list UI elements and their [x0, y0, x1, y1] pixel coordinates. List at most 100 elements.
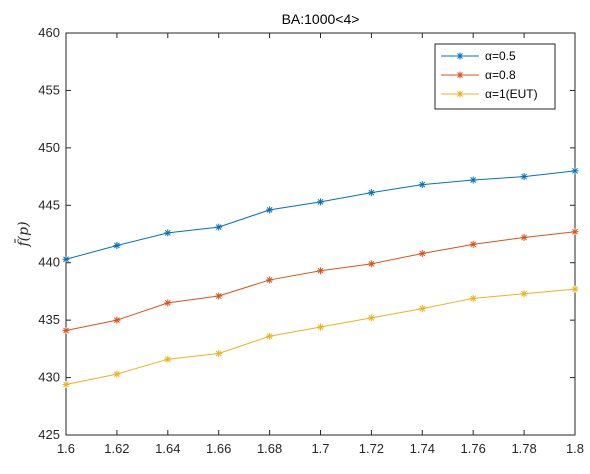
- marker-stroke: [63, 256, 69, 263]
- marker-stroke: [572, 228, 578, 235]
- marker-stroke: [572, 286, 578, 293]
- legend-label: α=0.8: [485, 68, 516, 82]
- series-layer: [62, 167, 579, 388]
- data-point-series-3: [266, 332, 274, 340]
- marker-stroke: [164, 356, 171, 363]
- data-point-series-1: [367, 189, 375, 197]
- y-tick-label: 460: [38, 25, 60, 40]
- marker-stroke: [521, 234, 527, 241]
- y-tick-label: 445: [38, 197, 60, 212]
- marker-stroke: [317, 198, 324, 205]
- marker-stroke: [164, 229, 171, 236]
- data-point-series-2: [215, 292, 223, 300]
- data-point-series-3: [469, 294, 477, 302]
- x-tick-label: 1.8: [566, 441, 584, 456]
- data-point-series-2: [113, 316, 121, 324]
- chart-title: BA:1000<4>: [282, 11, 360, 27]
- data-point-series-1: [215, 223, 223, 231]
- marker-stroke: [164, 300, 171, 306]
- marker-stroke: [419, 250, 426, 257]
- marker-stroke: [457, 91, 463, 97]
- marker-stroke: [63, 381, 69, 388]
- marker-stroke: [419, 181, 426, 188]
- marker-stroke: [470, 295, 477, 302]
- data-point-series-1: [520, 173, 528, 181]
- marker-stroke: [368, 260, 375, 267]
- data-point-series-2: [266, 276, 274, 284]
- marker-stroke: [114, 371, 120, 377]
- data-point-series-3: [418, 305, 426, 313]
- y-tick-label: 435: [38, 312, 60, 327]
- y-tick-label: 450: [38, 140, 60, 155]
- marker-stroke: [215, 350, 222, 357]
- data-point-series-2: [418, 250, 426, 258]
- data-point-series-3: [571, 285, 579, 293]
- data-point-series-2: [317, 267, 324, 275]
- marker-stroke: [368, 189, 375, 196]
- y-tick-label: 425: [38, 427, 60, 442]
- legend-box: [434, 43, 556, 110]
- x-tick-label: 1.68: [257, 441, 282, 456]
- legend-marker: [456, 52, 464, 60]
- data-point-series-1: [418, 181, 426, 189]
- data-point-series-2: [469, 240, 477, 248]
- x-tick-label: 1.62: [104, 441, 129, 456]
- data-point-series-1: [317, 198, 324, 206]
- data-point-series-1: [113, 241, 121, 249]
- data-point-series-3: [215, 349, 223, 357]
- marker-stroke: [114, 242, 120, 249]
- data-point-series-3: [113, 370, 121, 378]
- marker-stroke: [572, 167, 578, 174]
- marker-stroke: [215, 224, 222, 230]
- data-point-series-3: [367, 314, 375, 322]
- data-point-series-1: [62, 255, 70, 263]
- marker-stroke: [457, 72, 463, 78]
- data-point-series-2: [164, 299, 172, 307]
- marker-stroke: [521, 290, 527, 297]
- marker-stroke: [215, 293, 222, 299]
- x-tick-label: 1.74: [410, 441, 435, 456]
- data-point-series-2: [62, 326, 70, 334]
- marker-stroke: [317, 267, 324, 274]
- x-tick-label: 1.64: [155, 441, 180, 456]
- data-point-series-2: [571, 228, 579, 236]
- y-tick-label: 440: [38, 255, 60, 270]
- marker-stroke: [457, 53, 463, 59]
- x-tick-label: 1.76: [461, 441, 486, 456]
- axes: 1.6 1.62 1.64 1.66 1.68 1.7 1.72 1.74 1.76 1.78 1.…: [38, 25, 584, 456]
- data-point-series-2: [367, 260, 375, 268]
- x-tick-label: 1.72: [359, 441, 384, 456]
- marker-stroke: [368, 314, 375, 321]
- data-point-series-1: [469, 176, 477, 184]
- data-point-series-1: [164, 229, 172, 237]
- marker-stroke: [419, 305, 426, 312]
- marker-stroke: [470, 241, 477, 248]
- data-point-series-2: [520, 233, 528, 241]
- data-point-series-1: [571, 167, 579, 175]
- x-tick-label: 1.78: [511, 441, 536, 456]
- data-point-series-3: [62, 380, 70, 388]
- legend-marker: [456, 90, 464, 98]
- x-tick-label: 1.6: [57, 441, 75, 456]
- marker-stroke: [266, 277, 273, 283]
- marker-stroke: [266, 207, 273, 213]
- data-point-series-3: [520, 290, 528, 298]
- data-point-series-3: [164, 355, 172, 363]
- legend-marker: [456, 71, 464, 79]
- marker-stroke: [317, 324, 324, 330]
- y-axis-label: f̄(p): [14, 221, 32, 247]
- marker-stroke: [114, 317, 120, 324]
- data-point-series-3: [317, 323, 324, 331]
- marker-stroke: [266, 333, 273, 340]
- y-tick-label: 455: [38, 82, 60, 97]
- marker-stroke: [521, 173, 527, 180]
- x-tick-label: 1.7: [311, 441, 329, 456]
- y-tick-label: 430: [38, 370, 60, 385]
- data-point-series-1: [266, 206, 274, 214]
- marker-stroke: [470, 177, 477, 183]
- legend-label: α=0.5: [485, 49, 516, 63]
- marker-stroke: [63, 327, 69, 334]
- legend: α=0.5 α=0.8 α=1(EUT): [434, 43, 556, 110]
- legend-label: α=1(EUT): [485, 87, 538, 101]
